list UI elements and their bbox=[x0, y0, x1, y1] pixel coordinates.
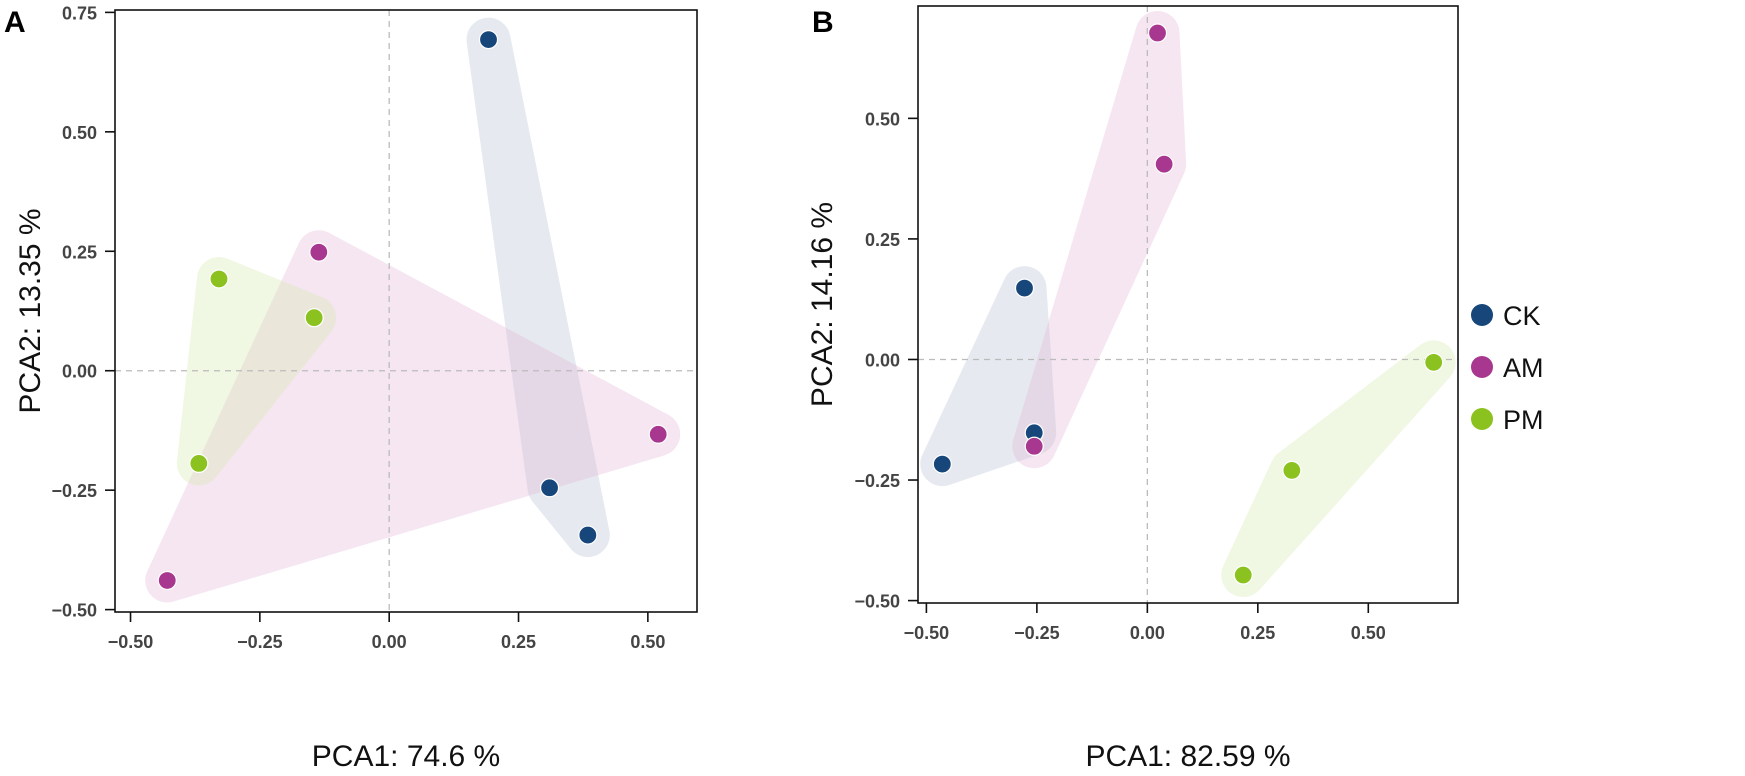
hull-am bbox=[145, 230, 681, 603]
x-axis-title: PCA1: 74.6 % bbox=[312, 740, 500, 773]
point-am bbox=[1024, 436, 1044, 456]
y-tick-label: 0.00 bbox=[865, 350, 900, 370]
x-tick-label: 0.25 bbox=[501, 632, 536, 652]
point-am bbox=[157, 570, 177, 591]
panel-a: −0.50 −0.25 0.00 0.25 0.50 −0.50 −0.25 0.00 0.25… bbox=[4, 3, 698, 773]
point-pm bbox=[189, 453, 209, 474]
y-tick-label: −0.50 bbox=[51, 601, 97, 621]
legend-marker bbox=[1471, 304, 1493, 326]
point-pm bbox=[304, 308, 324, 328]
legend-label: CK bbox=[1503, 301, 1541, 331]
panel-letter: B bbox=[812, 6, 834, 39]
hull-shape-pm bbox=[1221, 340, 1456, 598]
hull-am bbox=[1012, 11, 1187, 469]
legend-label: AM bbox=[1503, 353, 1544, 383]
hull-layer bbox=[920, 11, 1456, 598]
point-ck bbox=[478, 30, 499, 50]
x-tick-label: −0.50 bbox=[904, 623, 950, 643]
hull-shape-am bbox=[145, 230, 681, 603]
x-tick-label: −0.50 bbox=[108, 632, 154, 652]
legend-marker bbox=[1471, 408, 1493, 430]
legend-item-am: AM bbox=[1471, 353, 1544, 383]
hull-ck bbox=[466, 17, 610, 558]
y-tick-label: −0.50 bbox=[854, 592, 900, 612]
x-tick-label: 0.00 bbox=[372, 632, 407, 652]
x-tick-label: 0.50 bbox=[630, 632, 665, 652]
y-tick-label: −0.25 bbox=[854, 471, 900, 491]
plot-frame bbox=[114, 9, 698, 613]
point-pm bbox=[1282, 460, 1302, 480]
point-ck bbox=[932, 454, 952, 474]
legend-marker bbox=[1471, 356, 1493, 378]
legend: CK AM PM bbox=[1471, 301, 1544, 435]
y-tick-label: −0.25 bbox=[51, 481, 97, 501]
hull-ck bbox=[920, 266, 1057, 487]
point-ck bbox=[578, 525, 598, 545]
plot-frame bbox=[917, 5, 1459, 604]
y-tick-label: 0.00 bbox=[62, 362, 97, 382]
legend-label: PM bbox=[1503, 405, 1544, 435]
point-pm bbox=[1233, 565, 1253, 585]
panel-b: −0.50 −0.25 0.00 0.25 0.50 −0.50 −0.25 0.00 0.25… bbox=[806, 5, 1459, 773]
hull-pm bbox=[1221, 340, 1456, 598]
panel-letter: A bbox=[4, 6, 26, 39]
hull-shape-ck bbox=[466, 17, 610, 558]
hull-shape-ck bbox=[920, 266, 1057, 487]
point-am bbox=[1154, 154, 1174, 174]
point-ck bbox=[1014, 278, 1035, 298]
x-tick-label: 0.25 bbox=[1240, 623, 1275, 643]
y-axis-title: PCA2: 14.16 % bbox=[806, 202, 839, 407]
hull-layer bbox=[145, 17, 681, 603]
x-tick-label: 0.50 bbox=[1351, 623, 1386, 643]
point-pm bbox=[1424, 352, 1444, 372]
point-am bbox=[648, 424, 668, 444]
x-tick-label: −0.25 bbox=[1014, 623, 1060, 643]
point-pm bbox=[209, 269, 229, 289]
x-axis-title: PCA1: 82.59 % bbox=[1085, 740, 1290, 773]
y-tick-label: 0.25 bbox=[62, 242, 97, 262]
y-tick-label: 0.75 bbox=[62, 3, 97, 23]
y-tick-label: 0.50 bbox=[865, 109, 900, 129]
point-am bbox=[1147, 23, 1168, 43]
hull-shape-am bbox=[1012, 11, 1187, 469]
legend-item-ck: CK bbox=[1471, 301, 1541, 331]
y-tick-label: 0.50 bbox=[62, 123, 97, 143]
point-ck bbox=[539, 478, 560, 498]
point-am bbox=[309, 242, 329, 262]
legend-item-pm: PM bbox=[1471, 405, 1544, 435]
x-tick-label: 0.00 bbox=[1130, 623, 1165, 643]
y-axis-title: PCA2: 13.35 % bbox=[14, 208, 47, 413]
x-tick-label: −0.25 bbox=[237, 632, 283, 652]
y-tick-label: 0.25 bbox=[865, 230, 900, 250]
